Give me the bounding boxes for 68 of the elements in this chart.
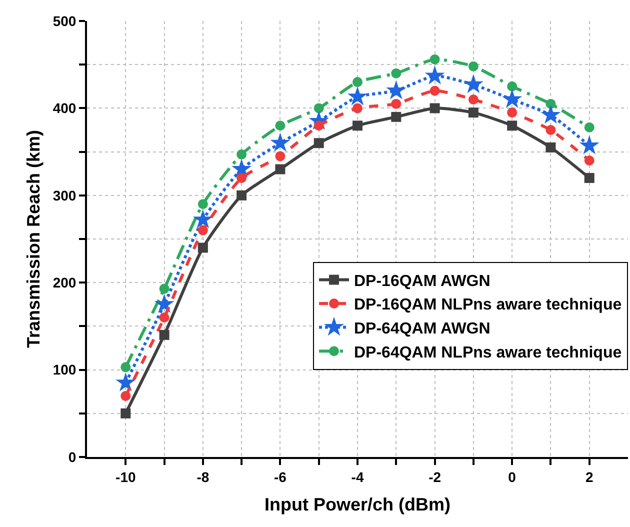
- point: [546, 142, 556, 152]
- point: [236, 172, 247, 183]
- y-tick-label: 400: [52, 100, 76, 116]
- point: [270, 132, 290, 152]
- point: [314, 120, 324, 131]
- point: [352, 103, 362, 114]
- point: [314, 103, 324, 114]
- legend-label: DP-64QAM AWGN: [354, 320, 490, 338]
- point: [236, 190, 247, 200]
- point: [424, 65, 445, 84]
- point: [507, 120, 518, 131]
- point: [159, 284, 170, 294]
- point: [120, 390, 131, 401]
- point: [430, 54, 440, 64]
- x-tick-label: -4: [351, 468, 364, 485]
- point: [579, 135, 600, 154]
- y-tick-label: 100: [52, 362, 76, 378]
- x-tick-label: -8: [196, 468, 210, 485]
- x-tick-label: -6: [274, 468, 287, 485]
- point: [198, 225, 208, 236]
- point: [314, 138, 324, 148]
- x-tick-label: 2: [585, 468, 594, 485]
- point: [430, 103, 440, 114]
- x-axis-title: Input Power/ch (dBm): [264, 494, 450, 514]
- point: [236, 149, 247, 160]
- point: [198, 242, 208, 253]
- point: [275, 164, 286, 174]
- point: [546, 98, 556, 109]
- x-tick-label: -2: [428, 468, 442, 485]
- x-tick-label: 0: [508, 468, 516, 485]
- point: [120, 408, 131, 418]
- legend-label: DP-64QAM NLPns aware technique: [354, 344, 622, 362]
- point: [584, 122, 594, 132]
- point: [584, 172, 594, 183]
- point: [430, 86, 440, 96]
- point: [159, 312, 170, 322]
- point: [468, 108, 478, 118]
- point: [198, 199, 208, 210]
- point: [507, 108, 518, 118]
- point: [275, 151, 286, 162]
- x-tick-label: -10: [116, 468, 136, 485]
- point: [468, 94, 478, 104]
- y-tick-label: 0: [68, 448, 76, 465]
- point: [348, 86, 368, 106]
- y-tick-label: 200: [52, 274, 76, 290]
- point: [386, 80, 406, 100]
- y-tick-label: 500: [52, 12, 76, 29]
- point: [391, 98, 402, 109]
- point: [584, 156, 594, 166]
- point: [159, 330, 170, 340]
- point: [116, 372, 136, 392]
- point: [391, 112, 402, 122]
- point: [502, 88, 522, 108]
- point: [507, 81, 518, 92]
- point: [120, 362, 131, 372]
- point: [540, 104, 561, 124]
- point: [463, 74, 484, 94]
- y-tick-label: 300: [52, 187, 76, 204]
- point: [546, 125, 556, 135]
- point: [352, 77, 362, 88]
- point: [468, 61, 478, 72]
- point: [275, 120, 286, 131]
- legend-label: DP-16QAM AWGN: [354, 272, 490, 290]
- point: [192, 209, 213, 228]
- y-axis-title: Transmission Reach (km): [24, 130, 44, 348]
- point: [352, 120, 362, 131]
- point: [391, 68, 402, 78]
- point: [154, 294, 174, 313]
